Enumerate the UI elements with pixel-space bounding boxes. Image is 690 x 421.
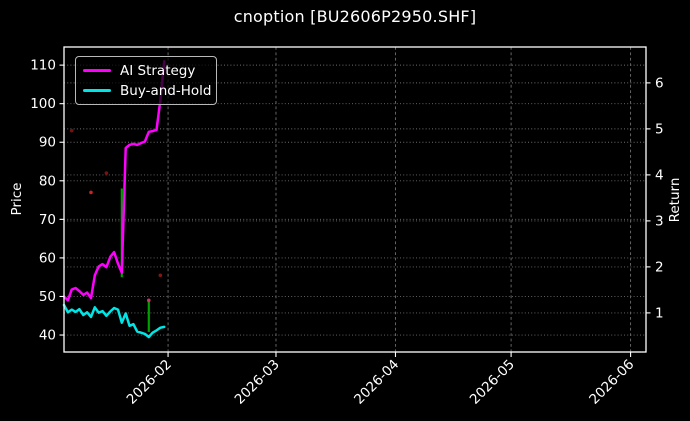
legend: AI Strategy Buy-and-Hold [75,56,217,105]
return-tick-label: 3 [655,213,664,229]
signal-dot [158,273,163,278]
signal-dot [89,190,93,195]
price-tick-label: 80 [39,173,56,189]
signal-dot [104,171,109,175]
date-tick-label: 2026-04 [351,357,402,408]
return-tick-label: 2 [655,259,664,275]
signal-dot [146,298,151,303]
return-tick-label: 6 [655,75,664,91]
date-tick-label: 2026-05 [467,357,518,408]
price-tick-label: 40 [39,328,56,344]
legend-item-buy-and-hold: Buy-and-Hold [83,82,212,99]
price-tick-label: 50 [39,289,56,305]
legend-label-buy-and-hold: Buy-and-Hold [120,82,212,99]
series-line-ai-strategy [62,60,166,302]
legend-item-ai-strategy: AI Strategy [83,62,208,79]
return-axis-label: Return [667,177,683,223]
price-tick-label: 70 [39,212,56,228]
legend-label-ai-strategy: AI Strategy [120,62,196,79]
price-tick-label: 90 [39,135,56,151]
series-line-buy-and-hold [62,303,166,339]
legend-line-buy-and-hold-icon [83,89,111,92]
price-tick-label: 110 [30,58,56,74]
price-tick-label: 100 [30,96,56,112]
date-tick-label: 2026-06 [586,357,637,408]
signal-dot [69,128,74,133]
return-tick-label: 5 [655,121,664,137]
return-tick-label: 1 [655,305,664,321]
price-tick-label: 60 [39,250,56,266]
date-tick-label: 2026-03 [232,357,283,408]
axes-frame [63,46,647,353]
chart-title: cnoption [BU2606P2950.SHF] [233,7,477,26]
date-tick-label: 2026-02 [124,357,175,408]
return-tick-label: 4 [655,167,664,183]
price-axis-label: Price [9,182,25,216]
legend-line-ai-strategy-icon [83,69,111,72]
